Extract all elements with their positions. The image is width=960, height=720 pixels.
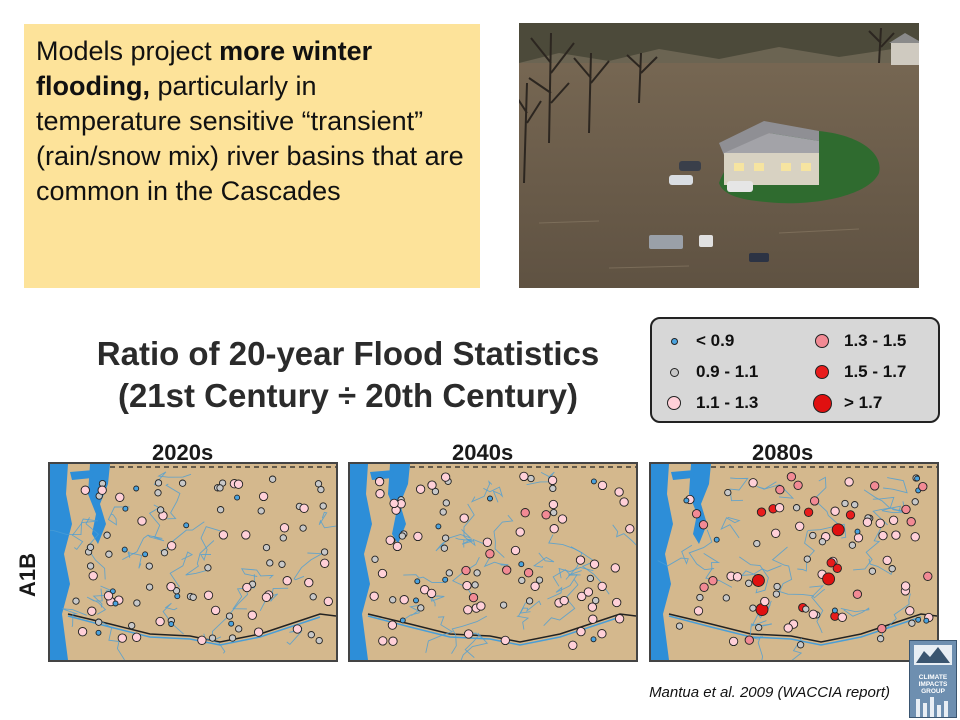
logo-bars-icon bbox=[916, 697, 948, 717]
period-label-2080s: 2080s bbox=[752, 440, 814, 465]
legend-label: 1.1 - 1.3 bbox=[696, 393, 759, 412]
map-title: Ratio of 20-year Flood Statistics (21st … bbox=[40, 333, 656, 417]
legend-item: < 0.9 bbox=[668, 330, 734, 352]
logo-text: IMPACTS bbox=[918, 681, 948, 688]
legend-item: 1.5 - 1.7 bbox=[815, 361, 907, 383]
legend-label: < 0.9 bbox=[696, 331, 735, 350]
callout-text-part: more winter flooding, bbox=[36, 36, 373, 101]
legend-swatch-icon bbox=[670, 337, 678, 345]
map-title-line2: (21st Century ÷ 20th Century) bbox=[117, 377, 579, 414]
legend-label: 0.9 - 1.1 bbox=[696, 362, 759, 381]
callout-text-part: particularly in temperature sensitive “t… bbox=[36, 71, 464, 206]
legend-swatch-icon bbox=[669, 367, 679, 377]
map-panel-2020s bbox=[48, 462, 338, 662]
map-panel-2080s bbox=[649, 462, 939, 662]
legend-item: 1.1 - 1.3 bbox=[667, 392, 759, 414]
period-label-2040s: 2040s bbox=[452, 440, 514, 465]
legend-swatch-icon bbox=[815, 334, 829, 348]
logo-text: CLIMATE bbox=[918, 674, 948, 681]
legend-swatch-icon bbox=[812, 393, 832, 413]
legend-label: 1.5 - 1.7 bbox=[844, 362, 907, 381]
legend-swatch-icon bbox=[667, 396, 681, 410]
period-label-2020s: 2020s bbox=[152, 440, 214, 465]
legend-item: 1.3 - 1.5 bbox=[815, 330, 907, 352]
map-panel-2040s bbox=[348, 462, 638, 662]
scenario-label: A1B bbox=[15, 552, 40, 597]
climate-impacts-group-logo: CLIMATE IMPACTS GROUP bbox=[909, 640, 957, 718]
legend-item: 0.9 - 1.1 bbox=[668, 361, 758, 383]
legend-label: 1.3 - 1.5 bbox=[844, 331, 907, 350]
legend-swatch-icon bbox=[815, 365, 829, 379]
map-title-line1: Ratio of 20-year Flood Statistics bbox=[96, 335, 600, 372]
callout-text-part: Models project bbox=[36, 36, 220, 66]
logo-text: GROUP bbox=[921, 688, 945, 695]
logo-emblem-icon bbox=[914, 645, 952, 665]
legend-item: > 1.7 bbox=[812, 392, 883, 414]
citation: Mantua et al. 2009 (WACCIA report) bbox=[649, 684, 890, 701]
legend: < 0.9 0.9 - 1.1 1.1 - 1.3 1.3 - 1.5 1.5 - 1.… bbox=[650, 317, 940, 423]
flood-photo bbox=[519, 23, 919, 288]
callout-box: Models project more winter flooding, par… bbox=[24, 24, 480, 288]
legend-label: > 1.7 bbox=[844, 393, 883, 412]
